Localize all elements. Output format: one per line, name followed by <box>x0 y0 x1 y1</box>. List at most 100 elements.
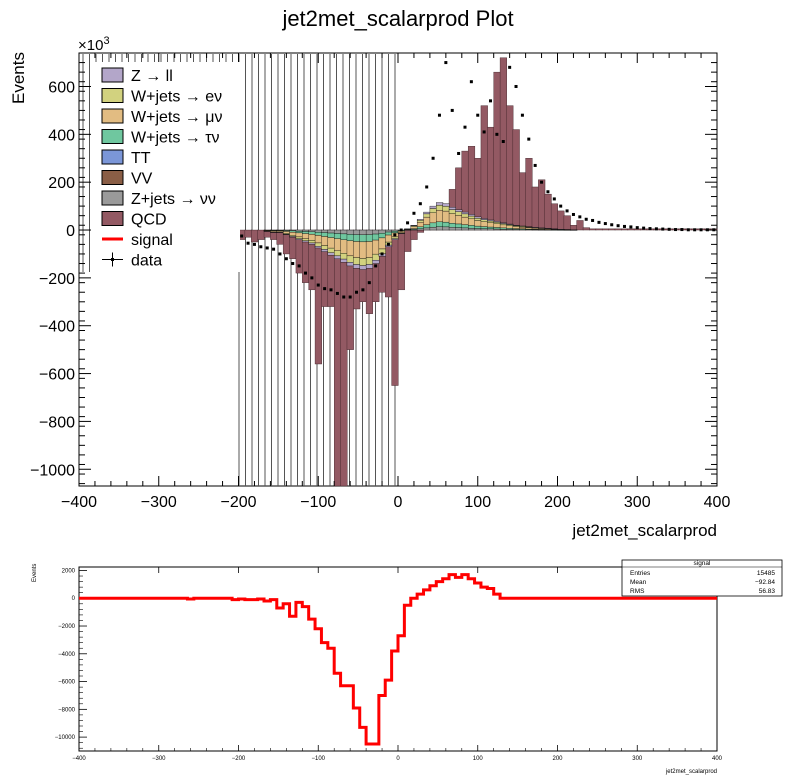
qcd-bar <box>544 193 552 231</box>
qcd-bar <box>589 228 597 231</box>
legend-label: Z → ll <box>131 68 173 85</box>
background-stack-band <box>436 226 444 231</box>
background-stack-band <box>353 264 361 269</box>
signal-y-tick-label: −6000 <box>58 680 76 686</box>
data-point <box>495 132 499 136</box>
qcd-bar <box>512 129 520 231</box>
background-stack-band <box>353 229 361 235</box>
background-stack-band <box>327 247 335 253</box>
qcd-bar <box>244 229 252 238</box>
stats-box-title: signal <box>694 560 712 567</box>
background-stack-band <box>423 227 431 231</box>
data-point <box>291 262 295 266</box>
background-stack-band <box>321 249 329 252</box>
background-stack-band <box>308 229 316 232</box>
data-point <box>374 264 378 268</box>
data-point <box>246 241 250 245</box>
qcd-bar <box>582 227 590 231</box>
background-stack-band <box>314 235 322 244</box>
qcd-bar <box>621 228 629 231</box>
data-point <box>412 211 416 215</box>
legend-swatch <box>101 190 124 206</box>
qcd-bar <box>627 228 635 231</box>
background-stack-band <box>480 228 488 231</box>
y-tick-label: 600 <box>48 79 75 96</box>
legend-entry: W+jets → μν <box>101 108 222 126</box>
background-stack-band <box>429 212 437 224</box>
background-stack-band <box>308 242 316 245</box>
background-stack-band <box>385 229 393 233</box>
background-stack-band <box>487 228 495 231</box>
background-stack-band <box>327 232 335 238</box>
qcd-bar <box>550 203 558 231</box>
background-stack-band <box>327 229 335 234</box>
background-stack-band <box>295 238 303 240</box>
background-stack-band <box>468 215 476 220</box>
x-tick-label: −400 <box>61 494 97 511</box>
qcd-bar <box>499 57 507 231</box>
data-point <box>667 227 671 231</box>
y-tick-label: 400 <box>48 127 75 144</box>
background-stack-band <box>295 231 303 234</box>
legend-entry: W+jets → eν <box>101 88 222 106</box>
background-stack-band <box>461 216 469 225</box>
signal-plot-frame <box>78 566 718 752</box>
data-point <box>469 80 473 84</box>
background-stack-band <box>416 220 424 223</box>
legend-entry: signal <box>102 232 173 249</box>
data-point <box>540 180 544 184</box>
data-point <box>693 228 697 232</box>
x-tick-label: −200 <box>220 494 256 511</box>
legend-label: VV <box>131 171 153 188</box>
qcd-bar <box>570 225 578 231</box>
data-point <box>355 290 359 294</box>
stats-mean-label: Mean <box>630 579 647 586</box>
background-stack-band <box>436 210 444 222</box>
background-stack-band <box>346 234 354 241</box>
background-stack-band <box>302 240 310 243</box>
data-point <box>406 221 410 225</box>
legend-swatch <box>101 129 124 144</box>
background-stack-band <box>340 233 348 240</box>
signal-x-tick-label: 200 <box>552 756 563 762</box>
background-stack-band <box>372 253 380 261</box>
data-point <box>457 151 461 155</box>
data-points <box>240 61 716 299</box>
background-stack-band <box>461 211 469 215</box>
background-stack-band <box>308 240 316 244</box>
data-point <box>265 246 269 250</box>
legend-label: W+jets → τν <box>131 130 220 147</box>
x-tick-label: 0 <box>394 494 403 511</box>
legend: Z → ll W+jets → eν W+jets → μν W+jets → τν T… <box>95 62 240 272</box>
background-stack-band <box>340 229 348 235</box>
y-tick-label: 0 <box>66 223 75 240</box>
background-stack-band <box>359 241 367 259</box>
legend-entry: Z+jets → νν <box>101 190 216 208</box>
background-stack-band <box>365 264 373 269</box>
background-stack-band <box>499 223 507 226</box>
qcd-bar <box>519 172 527 231</box>
qcd-bar <box>257 229 265 240</box>
background-stack-band <box>474 225 482 229</box>
data-point <box>642 226 646 230</box>
signal-y-tick-label: −8000 <box>58 707 76 713</box>
background-stack-band <box>480 218 488 220</box>
y-tick-label: −600 <box>39 367 75 384</box>
x-tick-label: 400 <box>704 494 731 511</box>
qcd-bar <box>601 228 610 231</box>
background-stack-band <box>416 219 424 221</box>
data-point <box>284 257 288 261</box>
data-point <box>699 228 703 232</box>
background-stack-band <box>314 229 322 233</box>
background-stack-band <box>314 232 322 236</box>
y-tick-label: −200 <box>39 271 75 288</box>
data-point <box>329 288 333 292</box>
background-stack-band <box>448 213 456 224</box>
background-stack-band <box>353 241 361 258</box>
background-stack-band <box>353 234 361 242</box>
background-stack-band <box>346 229 354 235</box>
signal-x-tick-label: −400 <box>72 756 86 762</box>
data-point <box>418 202 422 206</box>
data-point <box>674 228 678 232</box>
